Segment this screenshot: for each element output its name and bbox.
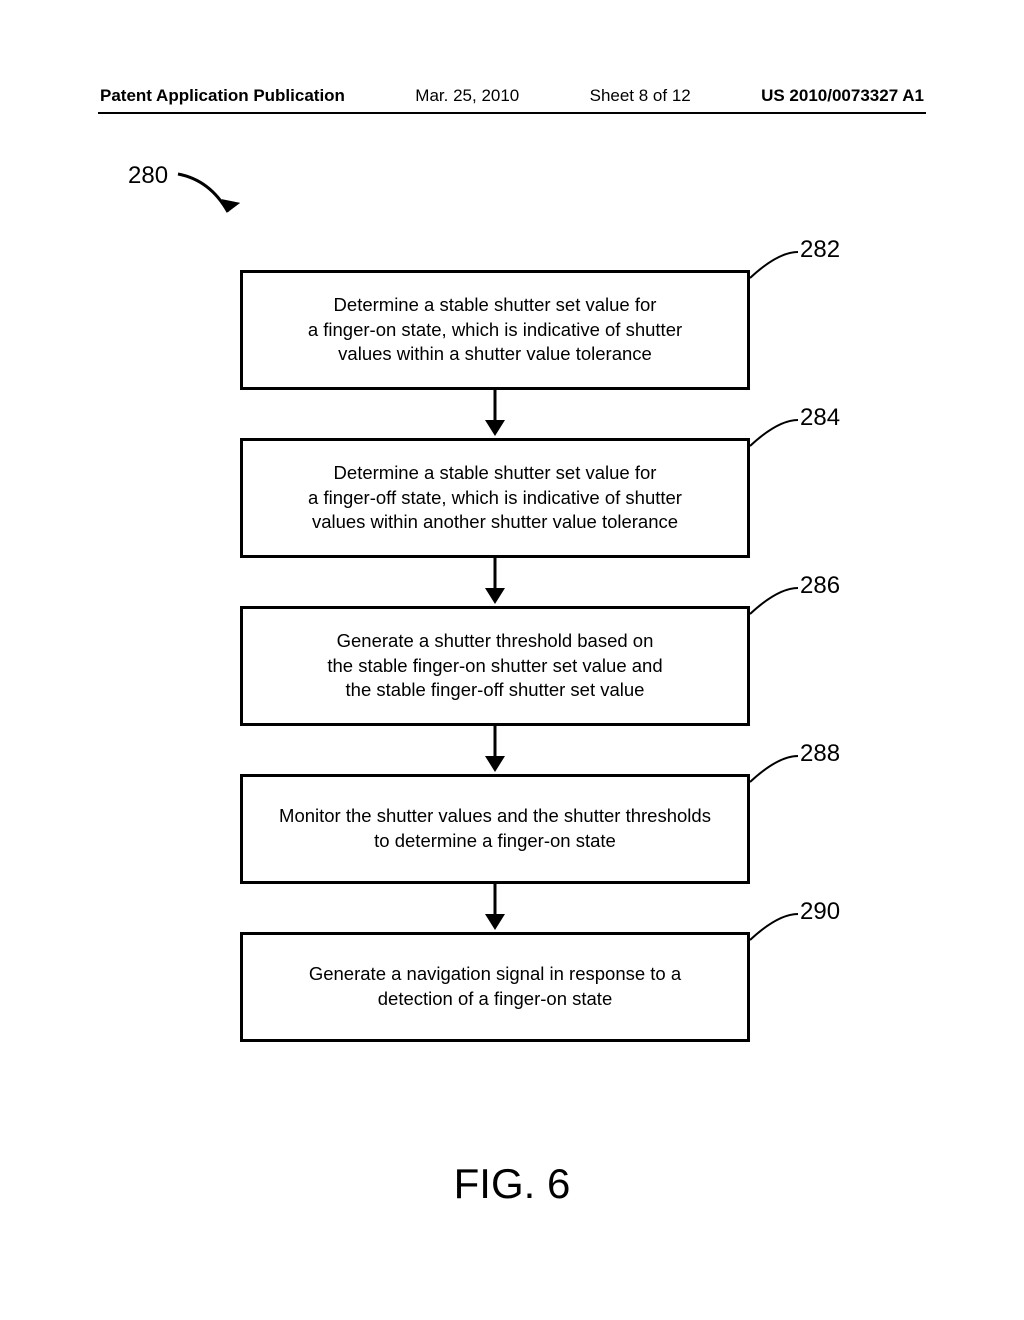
flow-box-text: Determine a stable shutter set value for…	[308, 293, 682, 368]
ref-286: 286	[800, 572, 840, 600]
flow-box-290: Generate a navigation signal in response…	[240, 932, 750, 1042]
flowchart: Determine a stable shutter set value for…	[240, 270, 750, 1042]
flow-arrow	[240, 390, 750, 438]
leader-290	[748, 912, 800, 942]
ref-290: 290	[800, 898, 840, 926]
ref-288: 288	[800, 740, 840, 768]
flow-root-ref: 280	[128, 162, 168, 190]
figure-label: FIG. 6	[0, 1160, 1024, 1208]
flow-arrow	[240, 884, 750, 932]
leader-286	[748, 586, 800, 616]
flow-box-286: Generate a shutter threshold based onthe…	[240, 606, 750, 726]
header-rule	[98, 112, 926, 114]
flow-arrow	[240, 558, 750, 606]
leader-282	[748, 250, 800, 280]
flow-box-282: Determine a stable shutter set value for…	[240, 270, 750, 390]
leader-284	[748, 418, 800, 448]
publication-date: Mar. 25, 2010	[415, 86, 519, 106]
publication-label: Patent Application Publication	[100, 86, 345, 106]
sheet-number: Sheet 8 of 12	[590, 86, 691, 106]
leader-288	[748, 754, 800, 784]
flow-box-text: Generate a shutter threshold based onthe…	[327, 629, 662, 704]
patent-number: US 2010/0073327 A1	[761, 86, 924, 106]
ref-282: 282	[800, 236, 840, 264]
flow-box-text: Generate a navigation signal in response…	[309, 962, 681, 1012]
page-header: Patent Application Publication Mar. 25, …	[100, 86, 924, 106]
root-ref-arrow	[172, 168, 252, 228]
flow-box-text: Monitor the shutter values and the shutt…	[279, 804, 711, 854]
flow-box-284: Determine a stable shutter set value for…	[240, 438, 750, 558]
flow-arrow	[240, 726, 750, 774]
flow-box-text: Determine a stable shutter set value for…	[308, 461, 682, 536]
ref-284: 284	[800, 404, 840, 432]
flow-box-288: Monitor the shutter values and the shutt…	[240, 774, 750, 884]
